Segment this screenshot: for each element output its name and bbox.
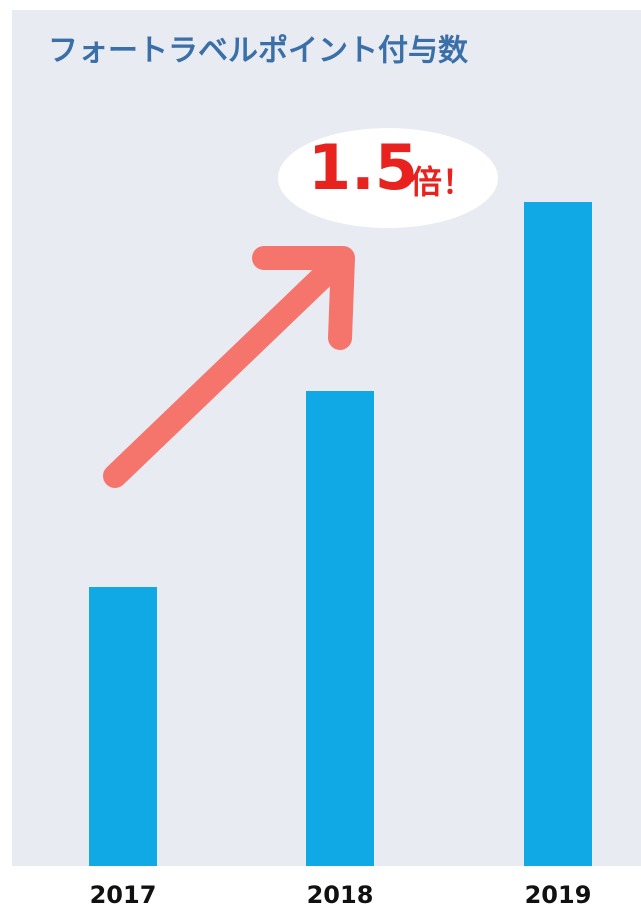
chart-title: フォートラベルポイント付与数 xyxy=(48,34,469,69)
x-tick-label: 2017 xyxy=(90,881,157,909)
x-tick-label: 2018 xyxy=(307,881,374,909)
bar xyxy=(89,587,157,866)
x-tick-label: 2019 xyxy=(525,881,592,909)
annotation-bubble xyxy=(278,128,498,228)
arrow-head xyxy=(252,246,355,350)
bar xyxy=(306,391,374,866)
arrow xyxy=(103,246,355,488)
annotation-suffix: 倍！ xyxy=(410,163,474,201)
annotation-value: 1.5 xyxy=(308,131,418,204)
bar xyxy=(524,202,592,866)
arrow-shaft xyxy=(103,250,350,488)
